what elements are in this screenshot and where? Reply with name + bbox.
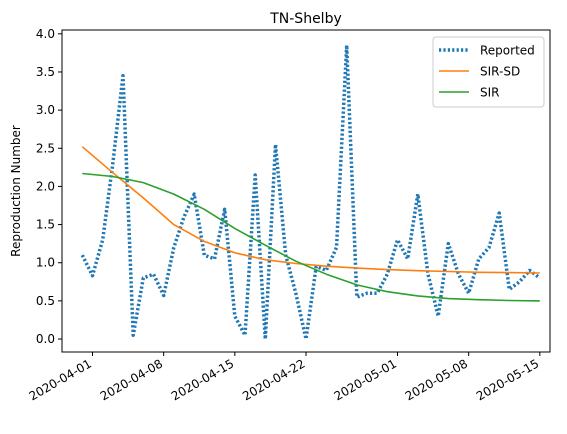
y-tick-label: 0.5 — [36, 294, 55, 308]
plot-frame — [61, 29, 551, 353]
series-line-sir-sd — [81, 146, 540, 274]
y-tick-label: 4.0 — [36, 27, 55, 41]
y-tick-label: 1.0 — [36, 256, 55, 270]
chart-title: TN-Shelby — [269, 11, 342, 27]
y-axis: 0.0 0.5 1.0 1.5 2.0 2.5 3.0 3.5 4.0 — [36, 27, 62, 346]
y-tick-label: 1.5 — [36, 218, 55, 232]
x-axis: 2020-04-01 2020-04-08 2020-04-15 2020-04-22… — [27, 352, 541, 403]
y-tick-label: 0.0 — [36, 332, 55, 346]
series-line-sir — [82, 172, 540, 302]
legend-label: SIR-SD — [480, 65, 520, 79]
x-tick-label: 2020-05-08 — [403, 356, 470, 403]
x-tick-label: 2020-04-15 — [169, 356, 236, 403]
x-tick-label: 2020-05-01 — [332, 356, 399, 403]
x-tick-label: 2020-04-01 — [27, 356, 94, 403]
x-tick-label: 2020-04-08 — [98, 356, 165, 403]
plot-content — [80, 43, 541, 341]
y-tick-label: 2.5 — [36, 141, 55, 155]
legend-label: Reported — [480, 44, 535, 58]
y-tick-label: 2.0 — [36, 179, 55, 193]
legend-box — [432, 36, 545, 108]
x-tick-label: 2020-04-22 — [240, 356, 307, 403]
legend-label: SIR — [480, 86, 500, 100]
legend: Reported SIR-SD SIR — [432, 36, 545, 108]
x-tick-label: 2020-05-15 — [474, 356, 541, 403]
series-line-reported — [80, 43, 541, 341]
y-tick-label: 3.5 — [36, 65, 55, 79]
y-axis-label: Reproduction Number — [9, 125, 23, 257]
y-tick-label: 3.0 — [36, 103, 55, 117]
